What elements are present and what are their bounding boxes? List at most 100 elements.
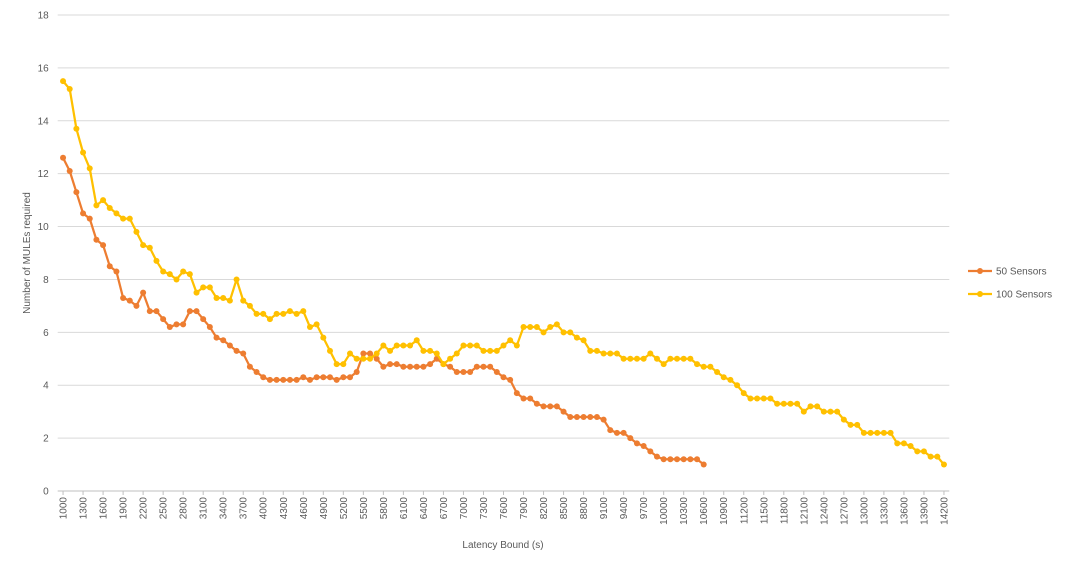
data-point [353,369,360,375]
data-point [687,456,694,463]
data-point [193,289,200,296]
x-tick-label: 5200 [339,497,350,520]
y-tick-label: 6 [43,328,49,339]
x-tick-label: 5800 [379,497,390,520]
x-tick-label: 2800 [179,497,190,520]
data-point [293,310,300,317]
data-point [380,363,387,370]
data-point [93,202,100,209]
data-point [587,413,594,420]
x-tick-label: 9100 [599,497,610,520]
data-point [413,337,420,344]
y-tick-label: 18 [38,11,50,22]
x-tick-label: 4300 [279,497,290,520]
data-point [694,361,701,368]
data-point [80,210,87,217]
data-point [186,271,193,278]
x-tick-label: 14200 [939,497,950,525]
data-point [206,324,213,331]
data-point [560,408,567,415]
x-tick-label: 3100 [199,497,210,520]
y-tick-label: 14 [38,116,50,127]
x-tick-label: 1300 [79,497,90,520]
data-point [547,324,554,331]
data-point [807,403,814,410]
data-point [140,242,147,249]
x-tick-label: 4900 [319,497,330,520]
data-point [493,369,500,375]
data-point [106,205,113,212]
data-point [100,242,107,249]
data-point [433,350,440,357]
legend-label: 100 Sensors [996,290,1052,301]
data-point [927,453,934,460]
data-point [353,355,360,362]
data-point [153,257,160,264]
legend-label: 50 Sensors [996,267,1047,278]
data-point [246,363,253,370]
data-point [520,395,527,402]
data-point [420,347,427,354]
x-tick-label: 12100 [799,497,810,525]
x-tick-label: 1000 [59,497,70,520]
x-tick-label: 10600 [699,497,710,525]
data-point [300,374,307,381]
data-point [900,440,907,447]
y-tick-label: 0 [43,487,49,498]
data-point [507,376,514,383]
data-point [106,263,113,270]
data-point [146,244,153,251]
data-point [600,416,607,423]
data-point [760,395,767,402]
data-point [640,443,647,450]
data-point [253,369,260,375]
data-point [700,461,707,468]
data-point [326,374,333,381]
data-point [260,310,267,317]
data-point [700,363,707,370]
data-point [240,297,247,304]
x-tick-label: 13600 [899,497,910,525]
data-point [647,350,654,357]
x-tick-label: 2200 [139,497,150,520]
data-point [880,429,887,436]
data-point [313,321,320,328]
data-point [660,456,667,463]
data-point [360,355,367,362]
data-point [527,324,534,331]
data-point [60,78,67,85]
data-point [453,350,460,357]
x-tick-label: 4600 [299,497,310,520]
data-point [653,355,660,362]
x-tick-label: 8200 [539,497,550,520]
data-point [707,363,714,370]
data-point [553,321,560,328]
data-point [607,350,614,357]
data-point [166,324,173,331]
data-point [200,316,207,323]
data-point [460,369,467,375]
data-point [233,347,240,354]
data-point [427,347,434,354]
data-point [600,350,607,357]
data-point [694,456,701,463]
data-point [840,416,847,423]
data-point [293,376,300,383]
data-point [333,376,340,383]
data-point [814,403,821,410]
x-axis-title: Latency Bound (s) [462,540,543,551]
data-point [827,408,834,415]
x-tick-label: 8500 [559,497,570,520]
data-point [220,337,227,344]
data-point [860,429,867,436]
x-tick-label: 11200 [739,497,750,525]
data-point [260,374,267,381]
y-tick-label: 10 [38,222,50,233]
x-tick-label: 10300 [679,497,690,525]
data-point [540,403,547,410]
data-point [427,361,434,368]
data-point [73,125,80,132]
data-point [513,390,520,397]
data-point [820,408,827,415]
data-point [387,347,394,354]
